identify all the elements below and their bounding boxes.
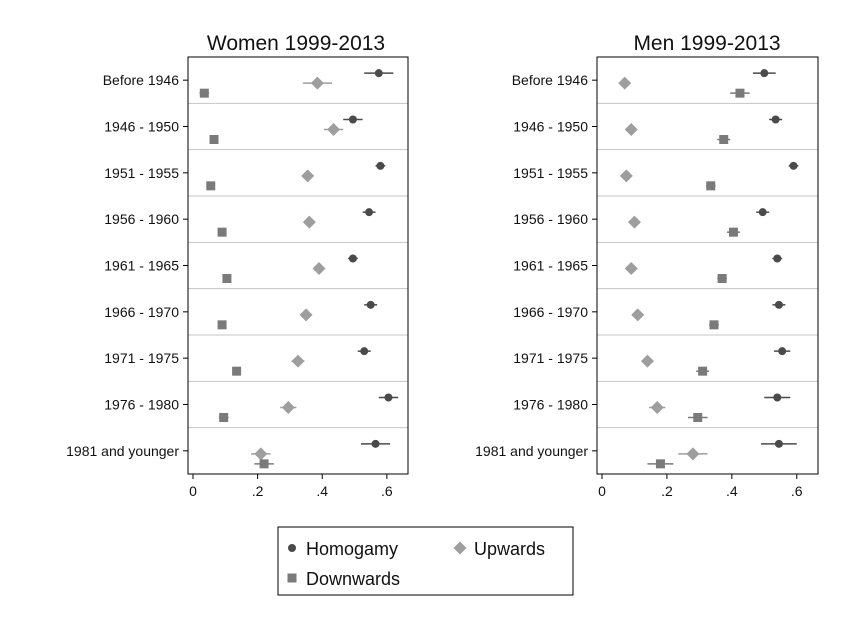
downwards-point [219, 413, 229, 422]
panel-title: Men 1999-2013 [633, 32, 780, 55]
category-label: 1956 - 1960 [513, 211, 588, 227]
upwards-point [631, 308, 645, 322]
homogamy-point [348, 254, 357, 263]
homogamy-point [365, 208, 374, 217]
upwards-point [618, 76, 632, 90]
downwards-point [206, 181, 216, 191]
upwards-point [312, 262, 326, 275]
x-tick-label: .2 [661, 483, 673, 499]
category-label: 1951 - 1955 [104, 165, 179, 181]
x-tick-label: .6 [381, 483, 393, 499]
legend-marker-downwards [287, 573, 297, 583]
upwards-point [254, 447, 268, 461]
downwards-point [232, 366, 242, 376]
upwards-point [327, 123, 341, 136]
category-label: 1951 - 1955 [513, 165, 588, 181]
category-label: 1981 and younger [66, 443, 179, 459]
downwards-point [259, 459, 269, 469]
category-label: 1971 - 1975 [513, 350, 588, 366]
upwards-point [299, 308, 313, 322]
category-label: Before 1946 [103, 72, 179, 88]
homogamy-point [374, 69, 383, 78]
downwards-point [728, 227, 738, 237]
upwards-point [310, 76, 324, 90]
homogamy-point [758, 208, 767, 217]
upwards-point [627, 215, 641, 229]
downwards-point [222, 274, 232, 283]
downwards-point [717, 274, 727, 283]
panel-men: Men 1999-2013 Before 1946 1946 - 1950 1951 … [475, 32, 819, 499]
homogamy-point [371, 439, 380, 448]
downwards-point [693, 413, 703, 422]
homogamy-point [774, 439, 783, 448]
homogamy-point [366, 300, 375, 309]
homogamy-point [774, 300, 783, 309]
legend-marker-homogamy [288, 544, 296, 552]
category-label: Before 1946 [512, 72, 588, 88]
homogamy-point [773, 254, 782, 263]
upwards-point [301, 169, 315, 183]
panel-title: Women 1999-2013 [207, 32, 385, 55]
legend-label-downwards: Downwards [306, 569, 400, 589]
downwards-point [217, 320, 227, 330]
homogamy-point [376, 161, 385, 170]
category-label: 1966 - 1970 [104, 304, 179, 320]
homogamy-point [360, 347, 369, 356]
category-label: 1956 - 1960 [104, 211, 179, 227]
category-label: 1961 - 1965 [513, 258, 588, 274]
category-label: 1976 - 1980 [513, 397, 588, 413]
x-tick-label: 0 [189, 483, 197, 499]
downwards-point [735, 88, 745, 98]
homogamy-point [348, 115, 357, 124]
downwards-point [199, 88, 209, 98]
upwards-point [624, 123, 638, 136]
panel-women: Women 1999-2013 Before 1946 1946 - 1950 195… [66, 32, 409, 499]
category-label: 1946 - 1950 [104, 119, 179, 135]
category-label: 1966 - 1970 [513, 304, 588, 320]
upwards-point [281, 401, 295, 414]
downwards-point [698, 366, 708, 376]
x-tick-label: 0 [598, 483, 606, 499]
legend-box [277, 526, 574, 596]
homogamy-point [778, 347, 787, 356]
category-label: 1961 - 1965 [104, 258, 179, 274]
upwards-point [640, 354, 654, 368]
x-tick-label: .6 [791, 483, 803, 499]
downwards-point [709, 320, 719, 330]
homogamy-point [773, 393, 782, 402]
downwards-point [655, 459, 665, 469]
category-label: 1981 and younger [475, 443, 588, 459]
homogamy-point [384, 393, 393, 402]
panels: Women 1999-2013 Before 1946 1946 - 1950 195… [66, 32, 819, 499]
legend-marker-upwards [453, 541, 467, 555]
plot-frame [187, 56, 409, 475]
homogamy-point [760, 69, 769, 78]
upwards-point [624, 262, 638, 275]
downwards-point [209, 135, 219, 144]
category-label: 1976 - 1980 [104, 397, 179, 413]
downwards-point [706, 181, 716, 191]
downwards-point [217, 227, 227, 237]
upwards-point [291, 354, 305, 368]
upwards-point [686, 447, 700, 461]
legend-label-upwards: Upwards [474, 539, 545, 559]
upwards-point [650, 401, 664, 414]
category-label: 1946 - 1950 [513, 119, 588, 135]
legend: Homogamy Upwards Downwards [277, 526, 574, 596]
homogamy-point [789, 161, 798, 170]
x-tick-label: .4 [726, 483, 738, 499]
upwards-point [619, 169, 633, 183]
category-label: 1971 - 1975 [104, 350, 179, 366]
homogamy-point [771, 115, 780, 124]
x-tick-label: .4 [316, 483, 328, 499]
legend-label-homogamy: Homogamy [306, 539, 398, 559]
upwards-point [302, 215, 316, 229]
x-tick-label: .2 [252, 483, 264, 499]
downwards-point [719, 135, 729, 144]
